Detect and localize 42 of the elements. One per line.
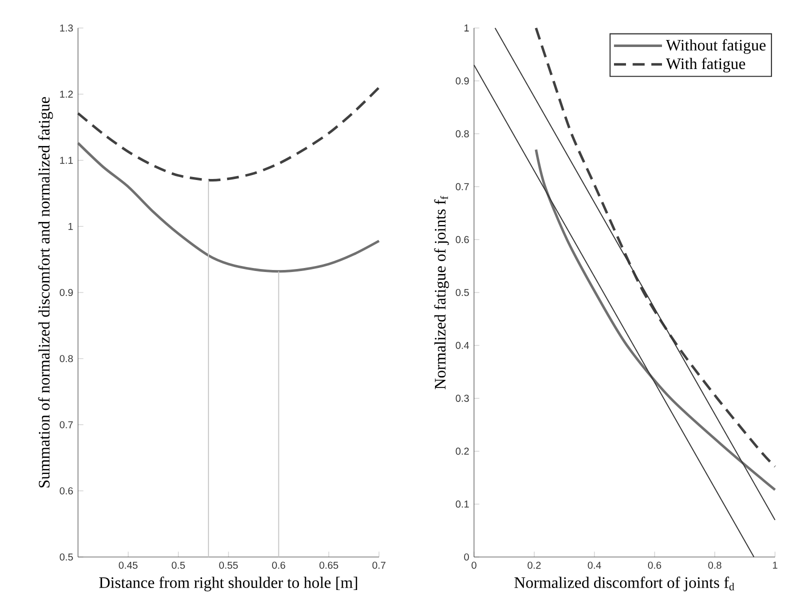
line-series (76, 86, 380, 182)
x-tick-label: 0.4 (588, 562, 602, 569)
x-tick-label: 0 (472, 562, 476, 569)
y-tick-label: 0.6 (456, 236, 469, 244)
x-tick-label: 1 (772, 562, 778, 569)
y-tick-label: 1.3 (60, 24, 73, 32)
x-tick-label: 0.6 (272, 562, 286, 569)
legend-label: Without fatigue (666, 39, 766, 54)
y-tick-label: 0.2 (456, 448, 469, 455)
x-tick-label: 0.8 (708, 562, 722, 569)
x-tick-label: 0.65 (320, 562, 338, 569)
legend-label: With fatigue (666, 58, 746, 72)
y-axis-title: Summation of normalized discomfort and normalized fatigue (38, 97, 53, 488)
x-tick-label: 0.55 (219, 562, 238, 569)
y-tick-label: 1 (68, 222, 73, 230)
y-tick-label: 0.9 (60, 288, 73, 296)
x-tick-label: 0.45 (118, 562, 138, 569)
x-tick-label: 0.7 (372, 562, 386, 569)
line-series (76, 142, 380, 273)
y-tick-label: 1.2 (60, 90, 73, 98)
x-axis-title: Distance from right shoulder to hole [m] (99, 576, 358, 592)
y-tick-label: 0.5 (456, 288, 469, 296)
x-tick-label: 0.6 (648, 562, 662, 569)
y-tick-label: 0.8 (456, 130, 469, 138)
y-tick-label: 0.7 (60, 421, 73, 428)
x-tick-label: 0.5 (172, 562, 185, 569)
y-tick-label: 0.6 (60, 487, 73, 494)
y-tick-label: 0.5 (60, 553, 73, 561)
y-axis-title: Normalized fatigue of joints f$_{f}$ (434, 196, 449, 390)
y-tick-label: 0 (464, 553, 469, 561)
y-tick-label: 0.9 (456, 77, 469, 84)
y-tick-label: 1.1 (60, 156, 73, 164)
line-series (534, 26, 776, 468)
x-axis-title: Normalized discomfort of joints f$_{d}$ (514, 576, 734, 592)
y-tick-label: 0.4 (456, 342, 470, 349)
line-series (534, 148, 776, 492)
y-tick-label: 0.1 (456, 500, 469, 508)
y-tick-label: 1 (464, 24, 469, 32)
x-tick-label: 0.2 (528, 562, 541, 569)
y-tick-label: 0.7 (456, 183, 469, 190)
y-tick-label: 0.8 (60, 355, 73, 362)
y-tick-label: 0.3 (456, 394, 469, 402)
